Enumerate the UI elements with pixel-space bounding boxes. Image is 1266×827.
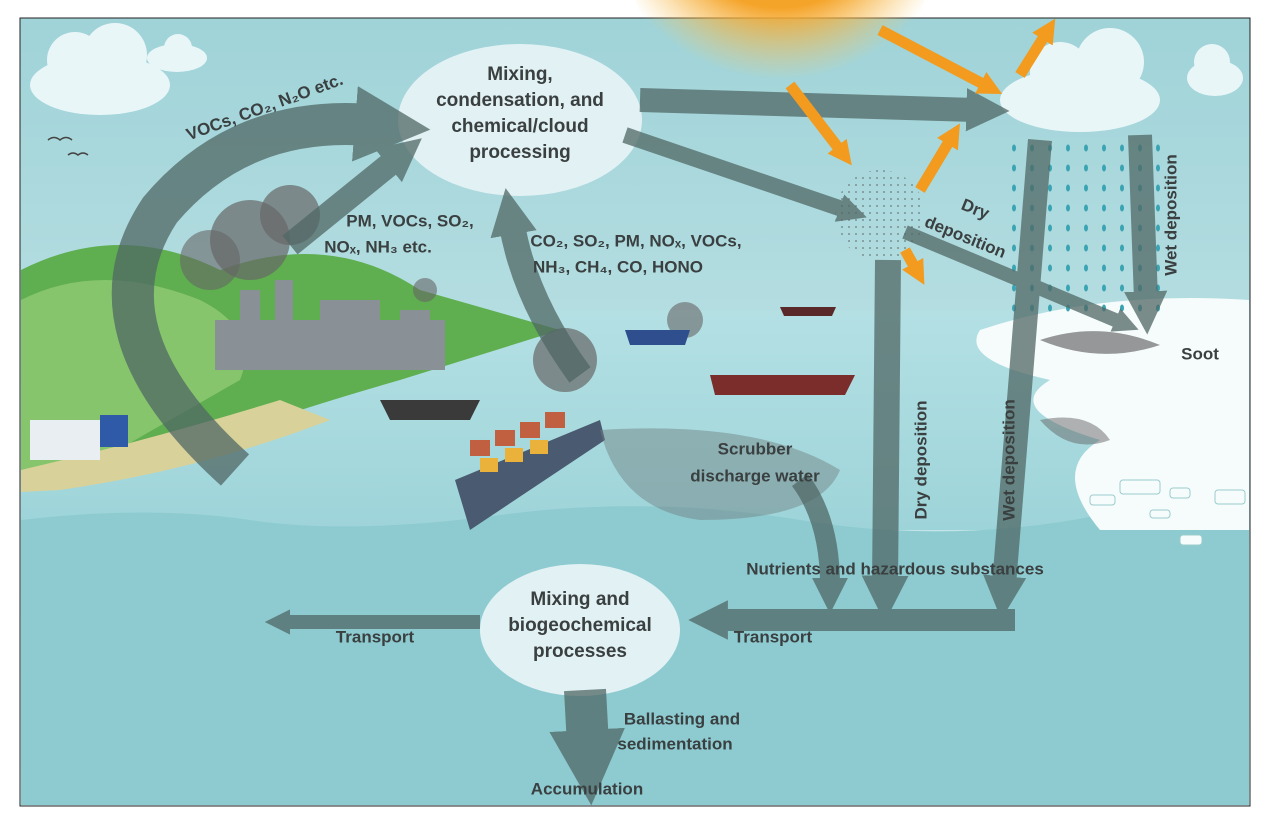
flow-label: Wet deposition bbox=[999, 399, 1018, 521]
flow-label: Wet deposition bbox=[1161, 154, 1180, 276]
emission-label: NOₓ, NH₃ etc. bbox=[324, 237, 432, 256]
node-label: Mixing and bbox=[530, 589, 629, 610]
flow-label: Nutrients and hazardous substances bbox=[746, 559, 1044, 578]
flow-label: Accumulation bbox=[531, 779, 643, 798]
flow-label: Ballasting and bbox=[624, 709, 740, 728]
flow-label: Transport bbox=[336, 627, 415, 646]
flow-label: sedimentation bbox=[617, 734, 732, 753]
flow-label: discharge water bbox=[690, 466, 820, 485]
emission-label: NH₃, CH₄, CO, HONO bbox=[533, 257, 703, 276]
flow-label: Transport bbox=[734, 627, 813, 646]
node-label: processes bbox=[533, 641, 627, 662]
node-label: biogeochemical bbox=[508, 615, 652, 636]
node-label: processing bbox=[469, 142, 570, 163]
node-label: Mixing, bbox=[487, 64, 552, 85]
node-label: chemical/cloud bbox=[451, 116, 588, 137]
sunlight-arrows bbox=[785, 18, 1056, 285]
flow-label: Dry deposition bbox=[911, 400, 930, 519]
flow-label: Soot bbox=[1181, 344, 1219, 363]
node-label: condensation, and bbox=[436, 90, 604, 111]
emission-label: PM, VOCs, SO₂, bbox=[346, 211, 474, 230]
emission-label: CO₂, SO₂, PM, NOₓ, VOCs, bbox=[530, 231, 741, 250]
flow-label: Scrubber bbox=[718, 439, 793, 458]
